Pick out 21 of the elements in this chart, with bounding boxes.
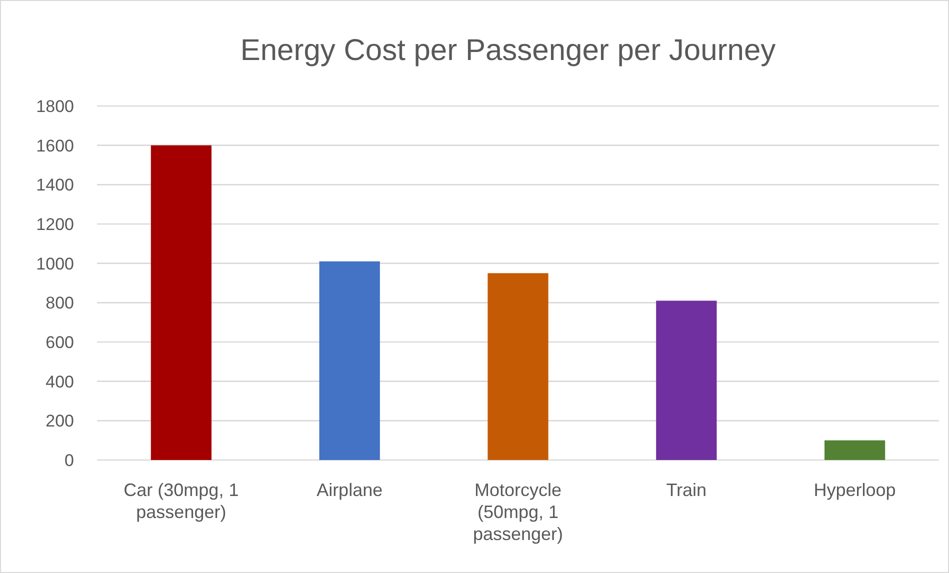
x-tick-label: Airplane: [316, 480, 383, 500]
y-tick-label: 1600: [36, 136, 74, 156]
x-tick-label: Motorcycle (50mpg, 1 passenger): [472, 480, 564, 544]
bar: [488, 273, 548, 460]
bar: [319, 261, 380, 460]
bar: [150, 145, 212, 460]
bar: [656, 300, 717, 460]
x-tick-label: Hyperloop: [814, 480, 896, 500]
y-tick-label: 200: [46, 412, 74, 431]
y-tick-label: 600: [46, 332, 74, 352]
y-tick-label: 800: [46, 294, 74, 313]
y-tick-label: 1200: [36, 214, 74, 234]
y-tick-label: 1000: [36, 254, 74, 274]
y-tick-label: 400: [46, 372, 74, 392]
y-tick-label: 0: [64, 450, 74, 470]
x-tick-label: Train: [666, 480, 707, 500]
x-tick-label: Car (30mpg, 1 passenger): [124, 480, 239, 522]
y-tick-label: 1800: [36, 96, 74, 116]
bar: [824, 440, 886, 460]
y-tick-label: 1400: [36, 176, 74, 195]
chart-title: Energy Cost per Passenger per Journey: [240, 34, 776, 67]
